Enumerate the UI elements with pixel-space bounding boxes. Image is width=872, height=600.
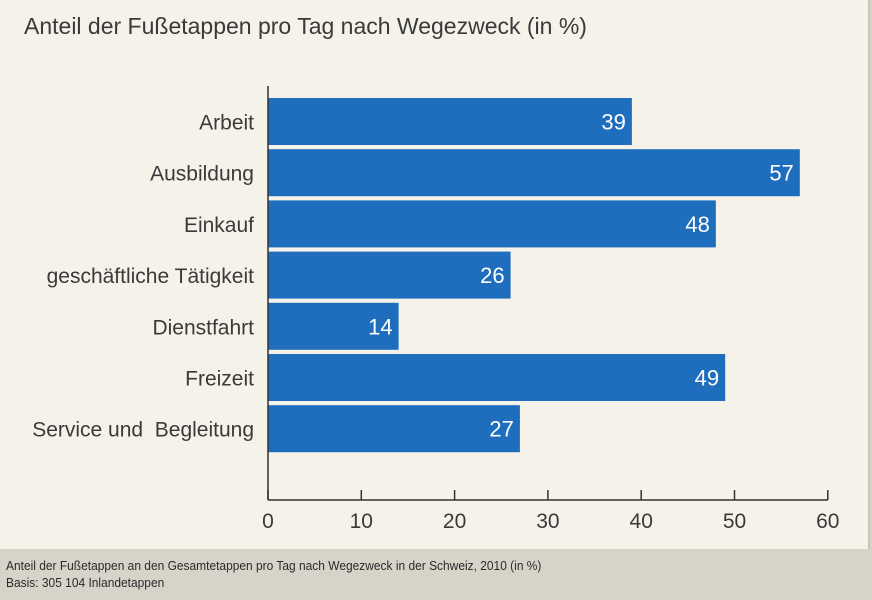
bar-chart: Arbeit 39 Ausbildung 57 Einkauf 48 geschäftlic… (32, 86, 839, 533)
value-label: 49 (695, 366, 719, 391)
value-label: 26 (480, 263, 504, 288)
x-tick-label: 30 (536, 510, 559, 533)
bar (268, 302, 399, 350)
x-tick-label: 10 (350, 510, 373, 533)
x-tick-label: 20 (443, 510, 466, 533)
footer-line-2: Basis: 305 104 Inlandetappen (6, 575, 165, 590)
x-tick-label: 50 (723, 510, 746, 533)
bar (268, 98, 632, 145)
bar (268, 200, 716, 248)
category-label: Einkauf (184, 214, 254, 237)
footer-caption: Anteil der Fußetappen an den Gesamtetapp… (6, 557, 541, 591)
x-tick-label: 60 (816, 510, 839, 533)
category-label: Arbeit (199, 112, 254, 135)
bar (268, 354, 726, 401)
value-label: 27 (489, 417, 513, 442)
value-label: 39 (601, 110, 625, 135)
value-label: 57 (769, 161, 793, 186)
category-label: geschäftliche Tätigkeit (47, 265, 255, 288)
bar (268, 149, 800, 197)
category-label: Freizeit (185, 368, 254, 391)
category-label: Ausbildung (150, 163, 254, 186)
chart-title: Anteil der Fußetappen pro Tag nach Wegez… (24, 13, 587, 39)
category-label: Dienstfahrt (152, 316, 254, 339)
footer-line-1: Anteil der Fußetappen an den Gesamtetapp… (6, 558, 542, 573)
category-label: Service und Begleitung (32, 419, 254, 442)
x-tick-label: 40 (630, 510, 653, 533)
bar (268, 405, 520, 453)
chart-panel: Anteil der Fußetappen pro Tag nach Wegez… (0, 0, 870, 549)
bar (268, 251, 511, 299)
value-label: 48 (685, 212, 709, 237)
value-label: 14 (368, 314, 392, 339)
x-tick-label: 0 (262, 510, 274, 533)
